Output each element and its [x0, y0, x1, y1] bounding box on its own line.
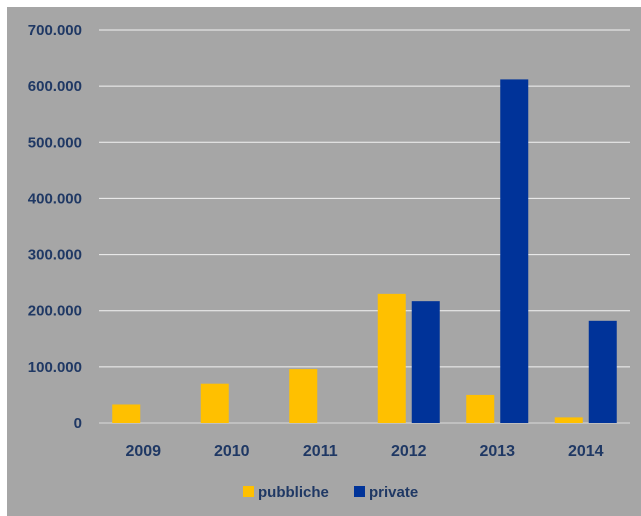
y-tick-label: 600.000	[28, 78, 82, 95]
bar-private-2012	[411, 301, 440, 423]
gridlines	[99, 29, 630, 424]
y-tick-label: 200.000	[28, 303, 82, 320]
bar-pubbliche-2012	[377, 293, 406, 423]
legend-swatch-pubbliche	[243, 486, 254, 497]
y-tick-label: 400.000	[28, 190, 82, 207]
bar-pubbliche-2013	[466, 394, 495, 423]
y-tick-label: 700.000	[28, 22, 82, 39]
legend-label-private: private	[369, 484, 418, 501]
bars	[112, 79, 617, 424]
y-tick-label: 100.000	[28, 359, 82, 376]
bar-private-2014	[588, 320, 617, 423]
chart-panel	[7, 7, 641, 516]
bar-pubbliche-2014	[554, 417, 583, 423]
y-tick-label: 300.000	[28, 247, 82, 264]
y-axis-labels: 0 100.000 200.000 300.000 400.000 500.000 600.…	[28, 22, 82, 432]
bar-private-2013	[500, 79, 529, 424]
x-category-label: 2011	[303, 443, 338, 460]
x-category-label: 2012	[391, 443, 427, 460]
y-tick-label: 0	[74, 415, 82, 432]
x-axis-labels: 2009 2010 2011 2012 2013 2014	[125, 443, 603, 460]
x-category-label: 2014	[568, 443, 604, 460]
y-tick-label: 500.000	[28, 134, 82, 151]
legend: pubbliche private	[243, 484, 418, 501]
bar-pubbliche-2011	[289, 369, 318, 423]
legend-swatch-private	[354, 486, 365, 497]
bar-pubbliche-2009	[112, 404, 141, 423]
x-category-label: 2009	[125, 443, 161, 460]
x-category-label: 2010	[214, 443, 250, 460]
legend-label-pubbliche: pubbliche	[258, 484, 329, 501]
x-category-label: 2013	[479, 443, 515, 460]
bar-pubbliche-2010	[200, 383, 229, 423]
